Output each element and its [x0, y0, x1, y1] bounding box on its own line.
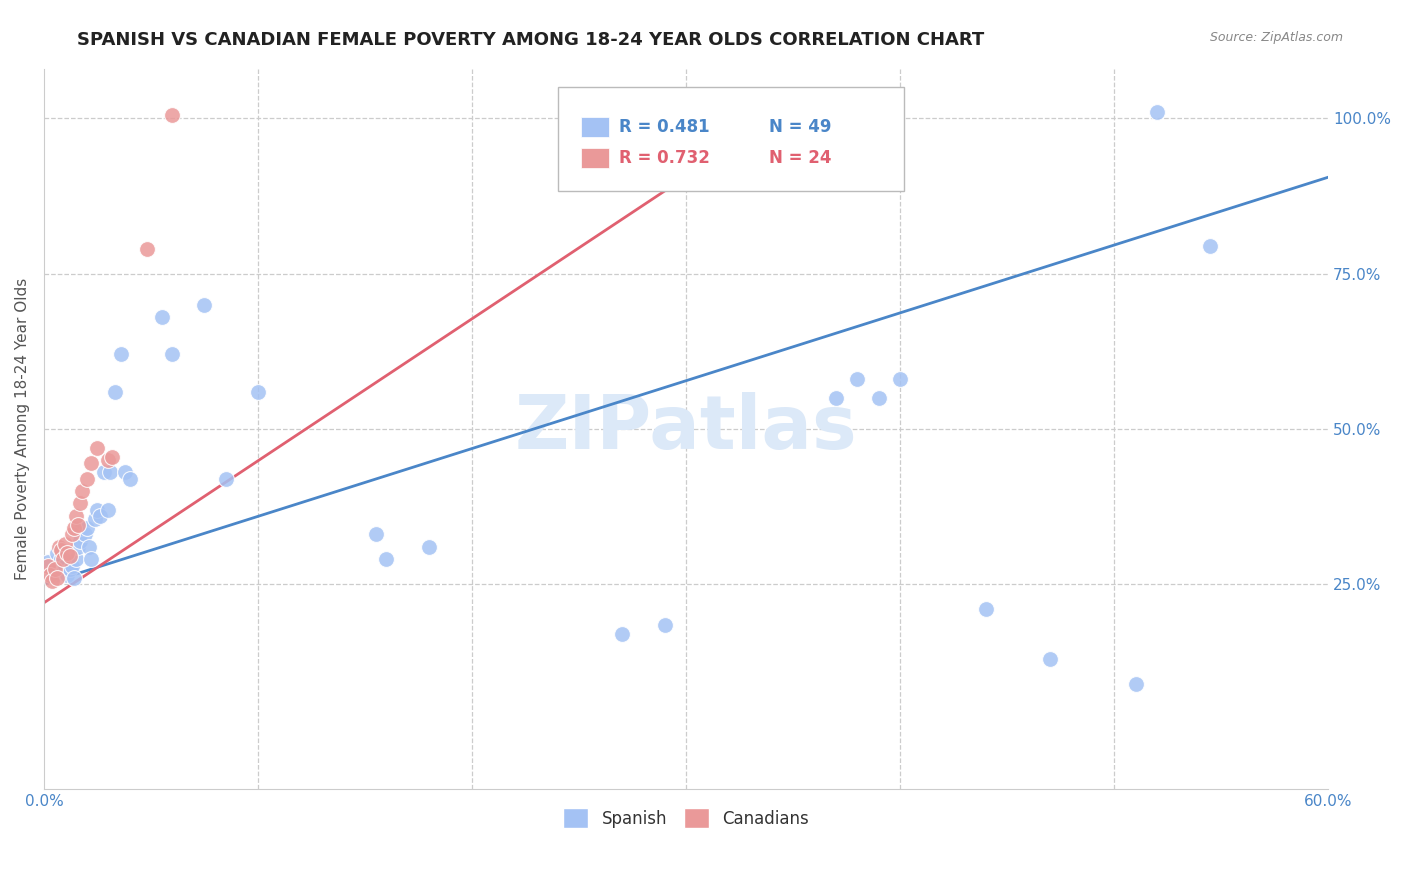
Text: SPANISH VS CANADIAN FEMALE POVERTY AMONG 18-24 YEAR OLDS CORRELATION CHART: SPANISH VS CANADIAN FEMALE POVERTY AMONG…	[77, 31, 984, 49]
Point	[60, 527, 83, 541]
Point	[98, 466, 121, 480]
Point	[56, 567, 79, 582]
Point	[103, 384, 125, 399]
Point	[65, 552, 87, 566]
Point	[63, 521, 86, 535]
Point	[215, 472, 238, 486]
Point	[69, 496, 91, 510]
Point	[824, 391, 846, 405]
Point	[193, 297, 215, 311]
Text: ZIPatlas: ZIPatlas	[515, 392, 858, 466]
Point	[889, 372, 911, 386]
Point	[63, 571, 86, 585]
FancyBboxPatch shape	[581, 117, 609, 137]
Text: R = 0.732: R = 0.732	[619, 149, 710, 167]
Point	[48, 558, 70, 573]
Point	[58, 562, 80, 576]
FancyBboxPatch shape	[581, 148, 609, 168]
Point	[246, 384, 269, 399]
Point	[67, 540, 90, 554]
Point	[44, 567, 66, 582]
Point	[654, 617, 676, 632]
Point	[49, 552, 72, 566]
Point	[37, 556, 59, 570]
Point	[45, 546, 67, 560]
Point	[93, 466, 115, 480]
Point	[97, 502, 120, 516]
Legend: Spanish, Canadians: Spanish, Canadians	[557, 801, 815, 835]
Point	[86, 441, 108, 455]
Point	[974, 602, 997, 616]
Point	[150, 310, 173, 324]
Text: N = 49: N = 49	[769, 118, 832, 136]
Point	[60, 558, 83, 573]
Point	[364, 527, 387, 541]
Point	[45, 571, 67, 585]
Point	[72, 483, 94, 498]
Point	[53, 537, 76, 551]
Point	[37, 558, 59, 573]
Point	[41, 565, 63, 579]
Point	[162, 108, 184, 122]
Point	[101, 450, 124, 464]
Point	[80, 552, 103, 566]
Point	[114, 466, 136, 480]
Point	[77, 540, 100, 554]
Point	[89, 508, 111, 523]
Point	[97, 453, 120, 467]
Point	[1146, 105, 1168, 120]
Point	[49, 543, 72, 558]
Point	[67, 518, 90, 533]
Text: N = 24: N = 24	[769, 149, 832, 167]
Point	[84, 512, 107, 526]
Point	[1039, 652, 1062, 666]
Y-axis label: Female Poverty Among 18-24 Year Olds: Female Poverty Among 18-24 Year Olds	[15, 277, 30, 580]
Point	[48, 540, 70, 554]
Point	[53, 558, 76, 573]
Text: Source: ZipAtlas.com: Source: ZipAtlas.com	[1209, 31, 1343, 45]
Point	[72, 521, 94, 535]
Point	[73, 527, 96, 541]
Point	[868, 391, 890, 405]
Point	[135, 242, 157, 256]
Point	[1125, 676, 1147, 690]
Point	[58, 549, 80, 564]
FancyBboxPatch shape	[558, 87, 904, 191]
Point	[39, 567, 62, 582]
Point	[52, 565, 75, 579]
Point	[76, 521, 98, 535]
Point	[418, 540, 440, 554]
Point	[610, 627, 633, 641]
Point	[86, 502, 108, 516]
Point	[44, 562, 66, 576]
Text: R = 0.481: R = 0.481	[619, 118, 710, 136]
Point	[56, 546, 79, 560]
Point	[110, 347, 132, 361]
Point	[1199, 238, 1222, 252]
Point	[76, 472, 98, 486]
Point	[162, 347, 184, 361]
Point	[80, 456, 103, 470]
Point	[846, 372, 869, 386]
Point	[41, 574, 63, 588]
Point	[65, 508, 87, 523]
Point	[52, 552, 75, 566]
Point	[69, 533, 91, 548]
Point	[375, 552, 398, 566]
Point	[118, 472, 141, 486]
